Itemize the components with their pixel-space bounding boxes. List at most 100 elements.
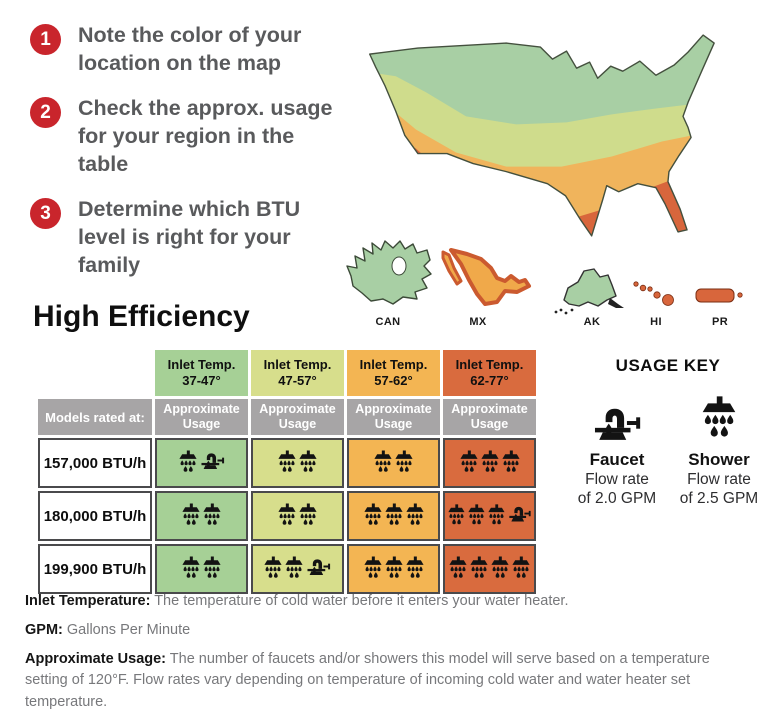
shower-icon xyxy=(700,396,738,444)
approximate-usage-header-3: Approximate Usage xyxy=(347,399,440,435)
shower-icon xyxy=(202,556,222,582)
step-2-text: Check the approx. usage for your region … xyxy=(78,95,333,176)
shower-icon xyxy=(501,450,521,476)
note-term: Inlet Temperature: xyxy=(25,593,151,609)
usage-cell-r1-c3 xyxy=(347,438,440,488)
btu-row-label: 199,900 BTU/h xyxy=(38,544,152,594)
step-2: 2 Check the approx. usage for your regio… xyxy=(30,95,360,179)
inlet-temp-header-3: Inlet Temp. 57-62° xyxy=(347,350,440,396)
models-rated-at-header: Models rated at: xyxy=(38,399,152,435)
shower-icon xyxy=(178,450,198,476)
shower-icon xyxy=(480,450,500,476)
inlet-temp-range: 57-62° xyxy=(374,373,413,388)
shower-icon xyxy=(490,556,510,582)
inlet-temp-header-2: Inlet Temp. 47-57° xyxy=(251,350,344,396)
note-term: Approximate Usage: xyxy=(25,650,167,667)
canada-map xyxy=(346,240,432,305)
note-definition: Gallons Per Minute xyxy=(62,621,191,638)
shower-icon xyxy=(181,503,201,529)
usage-cell-r1-c2 xyxy=(251,438,344,488)
usage-key-faucet: Faucet Flow rate of 2.0 GPM xyxy=(572,392,662,509)
step-3: 3 Determine which BTU level is right for… xyxy=(30,196,360,280)
shower-icon xyxy=(363,503,383,529)
faucet-key-name: Faucet xyxy=(589,450,645,469)
usage-cell-r3-c4 xyxy=(443,544,536,594)
steps-list: 1 Note the color of your location on the… xyxy=(30,22,360,297)
inlet-temp-range: 37-47° xyxy=(182,373,221,388)
inlet-temp-header-1: Inlet Temp. 37-47° xyxy=(155,350,248,396)
usage-cell-r3-c1 xyxy=(155,544,248,594)
shower-icon xyxy=(405,556,425,582)
shower-icon xyxy=(277,450,297,476)
hawaii-label: HI xyxy=(650,316,662,328)
step-1: 1 Note the color of your location on the… xyxy=(30,22,360,78)
faucet-key-line1: Flow rate xyxy=(585,471,649,488)
shower-icon xyxy=(202,503,222,529)
btu-row-label: 157,000 BTU/h xyxy=(38,438,152,488)
shower-icon xyxy=(384,503,404,529)
faucet-icon xyxy=(507,505,532,524)
usage-table: Inlet Temp. 37-47° Approximate Usage Inlet … xyxy=(38,350,536,594)
step-3-number-badge: 3 xyxy=(30,197,61,229)
us-map-outline xyxy=(368,34,715,237)
puerto-rico-label: PR xyxy=(711,316,729,328)
inlet-temp-range: 47-57° xyxy=(278,373,317,388)
step-1-number-badge: 1 xyxy=(30,24,61,55)
note-definition: The number of faucets and/or showers thi… xyxy=(25,650,710,711)
us-climate-map xyxy=(368,34,715,237)
usage-key-title: USAGE KEY xyxy=(615,356,721,375)
usage-cell-r2-c1 xyxy=(155,491,248,541)
usage-cell-r2-c3 xyxy=(347,491,440,541)
faucet-icon xyxy=(305,558,332,577)
shower-key-name: Shower xyxy=(688,450,750,469)
btu-row-label: 180,000 BTU/h xyxy=(38,491,152,541)
inlet-temp-label: Inlet Temp. xyxy=(359,356,428,372)
inlet-temp-label: Inlet Temp. xyxy=(167,356,236,372)
shower-icon xyxy=(363,556,383,582)
shower-icon xyxy=(263,556,283,582)
faucet-icon xyxy=(590,406,644,444)
shower-icon xyxy=(467,503,486,529)
section-title: High Efficiency xyxy=(33,300,250,333)
inlet-temp-range: 62-77° xyxy=(470,373,509,388)
step-3-text: Determine which BTU level is right for y… xyxy=(78,196,301,277)
shower-icon xyxy=(298,503,318,529)
shower-icon xyxy=(181,556,201,582)
note-inlet-temperature: Inlet Temperature: The temperature of co… xyxy=(25,591,737,613)
usage-cell-r2-c4 xyxy=(443,491,536,541)
shower-icon xyxy=(394,450,414,476)
usage-cell-r3-c2 xyxy=(251,544,344,594)
inlet-temp-label: Inlet Temp. xyxy=(263,356,332,372)
shower-icon xyxy=(373,450,393,476)
usage-cell-r1-c1 xyxy=(155,438,248,488)
canada-label: CAN xyxy=(375,316,401,328)
shower-icon xyxy=(469,556,489,582)
shower-key-line2: of 2.5 GPM xyxy=(679,490,759,508)
usage-cell-r1-c4 xyxy=(443,438,536,488)
shower-icon xyxy=(487,503,506,529)
usage-key-shower: Shower Flow rate of 2.5 GPM xyxy=(674,392,764,509)
note-term: GPM: xyxy=(25,621,63,638)
shower-icon xyxy=(277,503,297,529)
hawaii-map xyxy=(633,281,674,306)
shower-icon xyxy=(284,556,304,582)
note-approximate-usage: Approximate Usage: The number of faucets… xyxy=(25,649,737,714)
faucet-icon xyxy=(199,452,226,471)
shower-icon xyxy=(511,556,531,582)
note-gpm: GPM: Gallons Per Minute xyxy=(25,620,737,642)
usage-cell-r2-c2 xyxy=(251,491,344,541)
mexico-map xyxy=(441,248,531,306)
approximate-usage-header-1: Approximate Usage xyxy=(155,399,248,435)
shower-icon xyxy=(447,503,466,529)
alaska-map xyxy=(554,268,624,315)
shower-icon xyxy=(448,556,468,582)
usage-cell-r3-c3 xyxy=(347,544,440,594)
faucet-key-line2: of 2.0 GPM xyxy=(577,490,657,508)
shower-icon xyxy=(459,450,479,476)
usage-key: USAGE KEY Faucet Flow rate of 2.0 GPM Sh… xyxy=(570,356,766,509)
step-2-number-badge: 2 xyxy=(30,96,61,128)
approximate-usage-header-2: Approximate Usage xyxy=(251,399,344,435)
puerto-rico-map xyxy=(695,288,743,303)
inlet-temp-label: Inlet Temp. xyxy=(455,356,524,372)
shower-icon xyxy=(405,503,425,529)
